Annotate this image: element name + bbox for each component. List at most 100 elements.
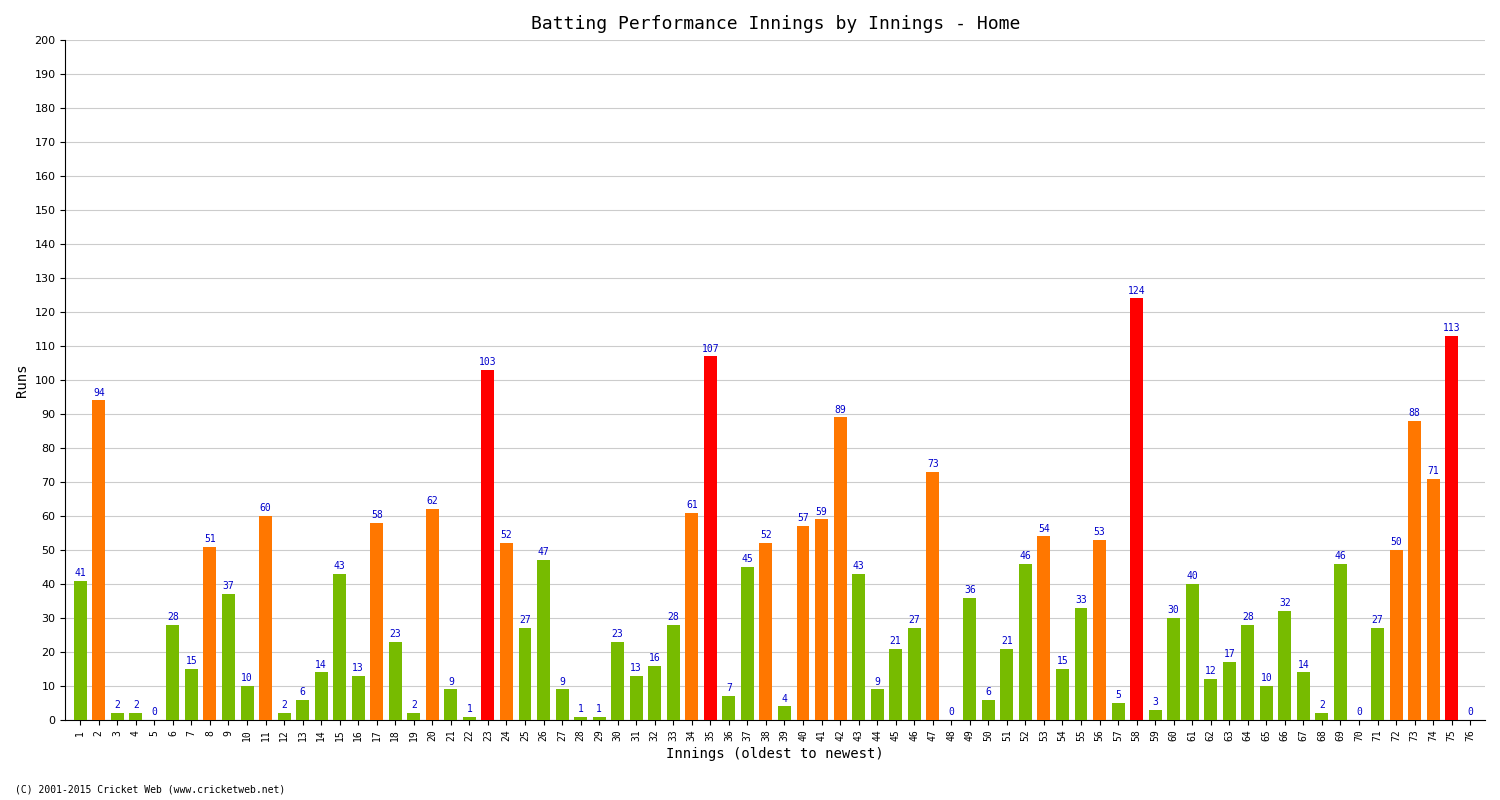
Text: 9: 9: [560, 677, 566, 686]
X-axis label: Innings (oldest to newest): Innings (oldest to newest): [666, 747, 884, 761]
Text: 30: 30: [1168, 606, 1179, 615]
Text: 113: 113: [1443, 323, 1461, 333]
Text: 27: 27: [1371, 615, 1383, 626]
Text: 2: 2: [1318, 701, 1324, 710]
Bar: [1000, 649, 1014, 720]
Bar: [1408, 421, 1420, 720]
Bar: [1204, 679, 1216, 720]
Bar: [1334, 564, 1347, 720]
Text: 1: 1: [596, 704, 602, 714]
Text: 27: 27: [519, 615, 531, 626]
Text: 61: 61: [686, 500, 698, 510]
Text: 88: 88: [1408, 408, 1420, 418]
Bar: [111, 713, 125, 720]
Text: 10: 10: [1260, 674, 1272, 683]
Text: 10: 10: [242, 674, 254, 683]
Text: 2: 2: [114, 701, 120, 710]
Text: 51: 51: [204, 534, 216, 544]
Text: 0: 0: [1356, 707, 1362, 718]
Bar: [296, 699, 309, 720]
Bar: [870, 690, 883, 720]
Bar: [1130, 298, 1143, 720]
Title: Batting Performance Innings by Innings - Home: Batting Performance Innings by Innings -…: [531, 15, 1020, 33]
Bar: [574, 717, 586, 720]
Bar: [1094, 540, 1106, 720]
Text: 28: 28: [1242, 612, 1254, 622]
Bar: [890, 649, 902, 720]
Text: 5: 5: [1114, 690, 1120, 700]
Text: 54: 54: [1038, 524, 1050, 534]
Text: 28: 28: [166, 612, 178, 622]
Bar: [908, 628, 921, 720]
Text: 40: 40: [1186, 571, 1198, 582]
Text: 16: 16: [650, 653, 660, 663]
Text: 17: 17: [1224, 650, 1234, 659]
Bar: [926, 472, 939, 720]
Bar: [166, 625, 180, 720]
Bar: [74, 581, 87, 720]
Bar: [408, 713, 420, 720]
Text: 23: 23: [390, 629, 400, 639]
Bar: [129, 713, 142, 720]
Bar: [1074, 608, 1088, 720]
Text: 6: 6: [300, 687, 306, 697]
Text: 13: 13: [630, 663, 642, 673]
Text: 2: 2: [134, 701, 140, 710]
Bar: [741, 567, 754, 720]
Bar: [610, 642, 624, 720]
Text: 14: 14: [1298, 660, 1310, 670]
Bar: [1389, 550, 1402, 720]
Text: 124: 124: [1128, 286, 1146, 296]
Bar: [370, 523, 382, 720]
Bar: [204, 546, 216, 720]
Text: 21: 21: [1000, 636, 1012, 646]
Bar: [315, 672, 327, 720]
Bar: [668, 625, 680, 720]
Bar: [1112, 703, 1125, 720]
Text: 1: 1: [466, 704, 472, 714]
Text: 28: 28: [668, 612, 680, 622]
Bar: [482, 370, 495, 720]
Bar: [519, 628, 531, 720]
Text: 2: 2: [411, 701, 417, 710]
Text: 32: 32: [1280, 598, 1290, 609]
Text: 89: 89: [834, 405, 846, 414]
Text: 36: 36: [964, 585, 975, 595]
Text: 43: 43: [852, 561, 864, 571]
Text: 2: 2: [280, 701, 286, 710]
Text: 37: 37: [222, 582, 234, 591]
Text: 12: 12: [1204, 666, 1216, 677]
Bar: [648, 666, 662, 720]
Text: 6: 6: [986, 687, 992, 697]
Bar: [260, 516, 272, 720]
Text: 0: 0: [1467, 707, 1473, 718]
Bar: [963, 598, 976, 720]
Text: 21: 21: [890, 636, 902, 646]
Bar: [723, 696, 735, 720]
Bar: [1316, 713, 1329, 720]
Bar: [1185, 584, 1198, 720]
Bar: [982, 699, 994, 720]
Text: 0: 0: [948, 707, 954, 718]
Bar: [1038, 537, 1050, 720]
Text: 41: 41: [75, 568, 86, 578]
Bar: [815, 519, 828, 720]
Text: 58: 58: [370, 510, 382, 520]
Bar: [834, 418, 846, 720]
Bar: [1242, 625, 1254, 720]
Text: 43: 43: [334, 561, 345, 571]
Text: 107: 107: [702, 343, 718, 354]
Bar: [278, 713, 291, 720]
Bar: [778, 706, 790, 720]
Y-axis label: Runs: Runs: [15, 363, 28, 397]
Bar: [93, 401, 105, 720]
Text: 4: 4: [782, 694, 788, 704]
Text: 71: 71: [1426, 466, 1438, 476]
Text: 13: 13: [352, 663, 364, 673]
Bar: [537, 560, 550, 720]
Text: 94: 94: [93, 388, 105, 398]
Bar: [444, 690, 458, 720]
Bar: [1260, 686, 1274, 720]
Text: 14: 14: [315, 660, 327, 670]
Bar: [1167, 618, 1180, 720]
